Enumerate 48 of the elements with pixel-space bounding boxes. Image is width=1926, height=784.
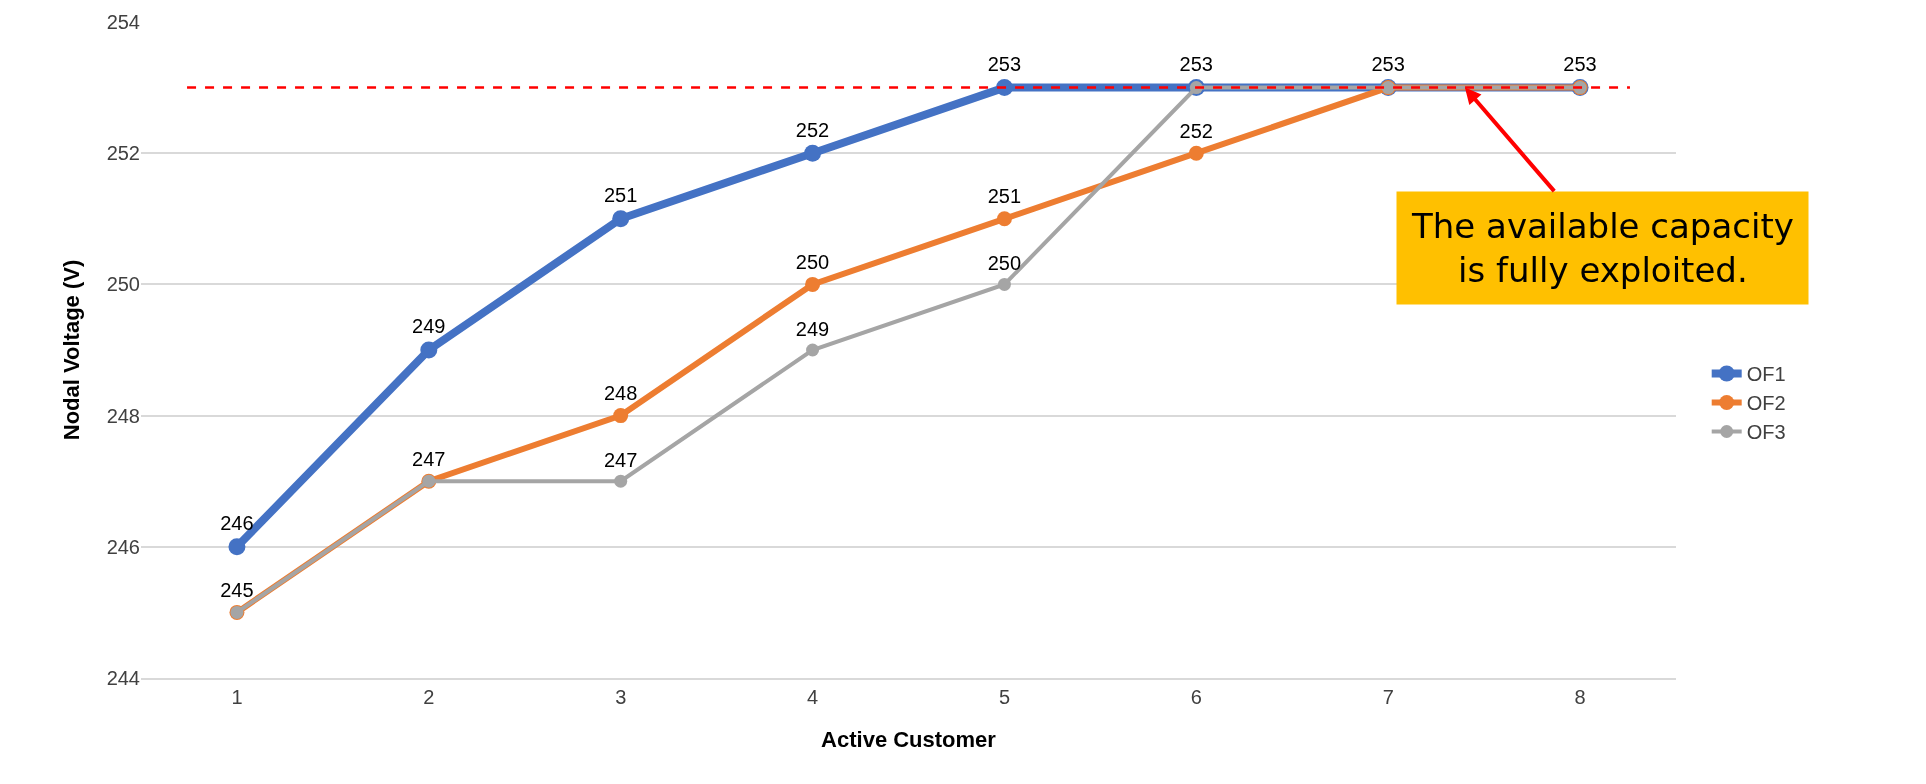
y-tick-label: 252 (106, 142, 140, 165)
y-tick-label: 248 (106, 404, 140, 427)
data-label: 249 (795, 317, 830, 340)
x-tick-label: 3 (615, 685, 627, 708)
y-tick-label: 244 (106, 667, 140, 689)
data-label: 253 (987, 52, 1022, 75)
point (804, 144, 822, 162)
data-label: 248 (604, 382, 638, 405)
data-label: 250 (987, 252, 1022, 275)
x-axis-title: Active Customer (821, 727, 997, 753)
data-label: 251 (604, 184, 638, 207)
x-tick-label: 1 (231, 685, 243, 708)
point (805, 276, 821, 292)
data-label: 246 (220, 512, 254, 535)
point (1188, 145, 1204, 161)
data-label: 251 (987, 185, 1022, 208)
legend-label: OF3 (1746, 421, 1786, 444)
data-label: 253 (1371, 52, 1405, 75)
point (612, 210, 630, 228)
data-label: 253 (1563, 52, 1597, 75)
x-tick-label: 2 (423, 685, 435, 708)
point (996, 211, 1012, 227)
data-label: 249 (412, 315, 446, 338)
y-axis-title: Nodal Voltage (V) (59, 259, 85, 441)
data-label: 253 (1179, 52, 1213, 75)
x-tick-label: 7 (1382, 685, 1394, 708)
x-tick-label: 8 (1574, 685, 1586, 708)
y-tick-label: 250 (106, 273, 140, 296)
point (997, 277, 1011, 291)
x-tick-label: 5 (998, 685, 1010, 708)
y-tick-label: 254 (106, 11, 140, 33)
data-label: 247 (412, 447, 446, 470)
data-label: 250 (795, 251, 830, 274)
y-tick-label: 246 (106, 535, 140, 558)
point (806, 343, 820, 357)
x-tick-label: 6 (1190, 685, 1202, 708)
data-label: 252 (795, 118, 830, 141)
data-label: 245 (220, 579, 254, 602)
data-label: 247 (604, 449, 638, 472)
data-label: 252 (1179, 119, 1213, 142)
point (614, 474, 628, 488)
point (613, 408, 629, 424)
x-tick-label: 4 (807, 685, 819, 708)
annotation: The available capacity is fully exploited. (1411, 206, 1794, 291)
legend-label: OF2 (1746, 392, 1786, 415)
point (228, 538, 246, 556)
legend-label: OF1 (1746, 363, 1786, 386)
point (420, 341, 438, 359)
